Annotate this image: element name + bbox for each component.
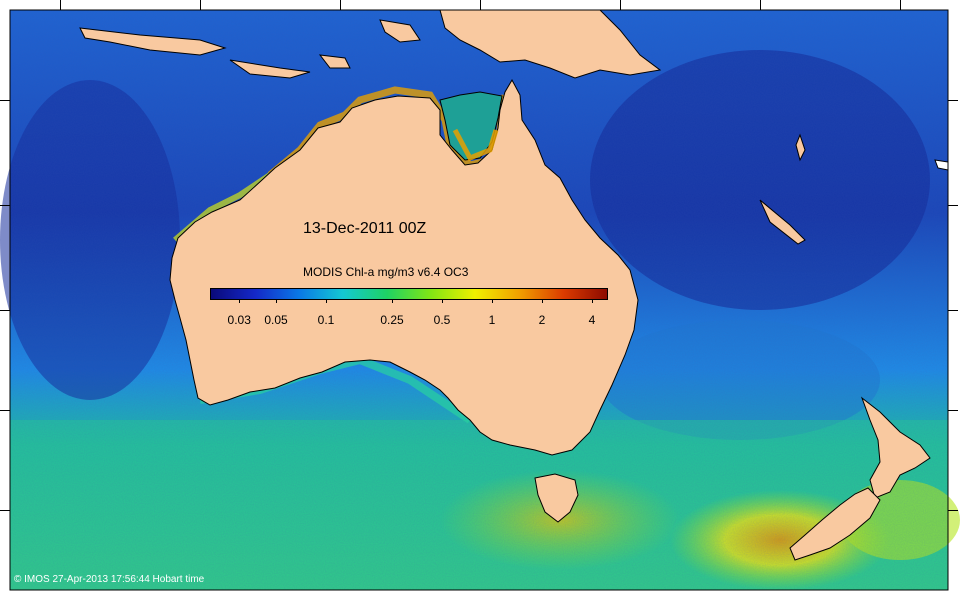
colorbar-tick-label: 0.5 <box>433 313 451 327</box>
colorbar-tick-mark <box>541 300 543 303</box>
colorbar-tick-label: 0.25 <box>380 313 404 327</box>
australia-land <box>169 78 639 456</box>
colorbar <box>210 288 608 300</box>
nz-south-island <box>789 487 881 561</box>
new-guinea-land <box>439 9 662 79</box>
colorbar-title: MODIS Chl-a mg/m3 v6.4 OC3 <box>303 265 469 279</box>
colorbar-tick-label: 2 <box>538 313 546 327</box>
colorbar-tick-mark <box>442 300 444 303</box>
map-border <box>9 9 949 591</box>
colorbar-tick-mark <box>326 300 327 303</box>
colorbar-tick-label: 0.05 <box>264 313 288 327</box>
colorbar-tick-label: 0.03 <box>227 313 251 327</box>
indonesia-islands <box>79 27 227 56</box>
colorbar-tick-mark <box>239 300 241 303</box>
colorbar-tick-mark <box>276 300 278 303</box>
colorbar-tick-label: 1 <box>488 313 496 327</box>
colorbar-tick-mark <box>392 300 394 303</box>
nz-north-island <box>860 396 931 499</box>
colorbar-tick-mark <box>491 300 493 303</box>
tasmania-land <box>534 473 579 523</box>
new-caledonia <box>759 199 806 245</box>
colorbar-tick-mark <box>591 300 593 303</box>
date-label: 13-Dec-2011 00Z <box>303 220 427 237</box>
copyright-footer: © IMOS 27-Apr-2013 17:56:44 Hobart time <box>14 574 205 585</box>
colorbar-tick-label: 4 <box>588 313 596 327</box>
colorbar-tick-label: 0.1 <box>317 313 335 327</box>
